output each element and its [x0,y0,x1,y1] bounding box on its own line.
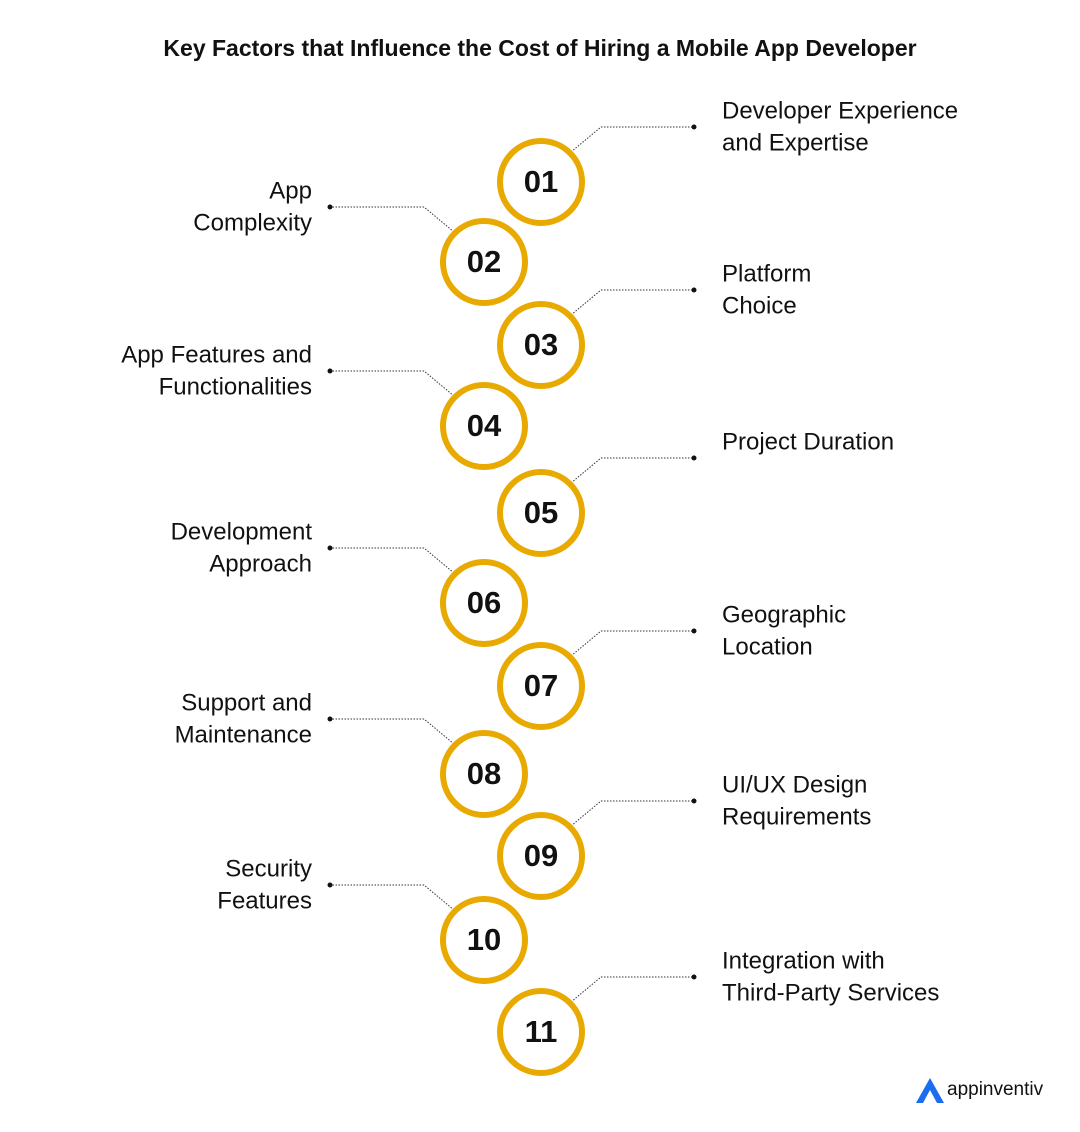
step-circle [440,730,528,818]
step-number: 01 [524,164,558,199]
step-label: Location [722,633,813,660]
step-label: Complexity [193,209,312,236]
brand-name: appinventiv [947,1079,1044,1100]
connector-dot [327,368,333,374]
step-circle [440,218,528,306]
step-number: 07 [524,668,558,703]
connector-dot [691,287,697,293]
connector [570,457,694,484]
brand-logo [916,1078,944,1103]
connector [570,289,694,316]
connector-dot [327,204,333,210]
step-circle [440,559,528,647]
step-label: App Features and [121,341,312,368]
title: Key Factors that Influence the Cost of H… [163,35,916,61]
connector [330,547,455,574]
step-number: 08 [467,756,501,791]
connector [570,630,694,657]
step-label: Support and [181,689,312,716]
step-label: Choice [722,292,797,319]
step-circle [497,988,585,1076]
connector [330,884,455,911]
connector [330,206,455,233]
connector-dot [691,124,697,130]
step-number: 03 [524,327,558,362]
connector [570,800,694,827]
step-circle [497,642,585,730]
connector-dot [327,716,333,722]
connector-dot [691,798,697,804]
step-number: 09 [524,838,558,873]
step-circle [497,138,585,226]
step-circle [497,301,585,389]
step-label: Developer Experience [722,97,958,124]
connector [570,126,694,153]
step-label: Platform [722,260,811,287]
step-label: Functionalities [159,373,312,400]
step-circle [440,382,528,470]
step-label: Security [225,855,312,882]
step-label: UI/UX Design [722,771,867,798]
connector-dot [327,882,333,888]
step-label: Features [217,887,312,914]
connector [330,370,455,397]
step-number: 02 [467,244,501,279]
step-label: Project Duration [722,428,894,455]
step-circle [497,469,585,557]
step-number: 10 [467,922,501,957]
step-number: 11 [525,1014,558,1049]
step-circle [440,896,528,984]
step-number: 04 [467,408,502,443]
step-number: 05 [524,495,558,530]
step-label: and Expertise [722,129,869,156]
connector-dot [691,455,697,461]
step-label: Development [171,518,313,545]
connector [570,976,694,1003]
step-label: Integration with [722,947,885,974]
step-label: App [269,177,312,204]
step-label: Geographic [722,601,846,628]
connector [330,718,455,745]
connector-dot [691,628,697,634]
step-label: Approach [209,550,312,577]
step-label: Maintenance [175,721,312,748]
step-label: Third-Party Services [722,979,939,1006]
step-label: Requirements [722,803,871,830]
step-number: 06 [467,585,501,620]
connector-dot [327,545,333,551]
connector-dot [691,974,697,980]
step-circle [497,812,585,900]
